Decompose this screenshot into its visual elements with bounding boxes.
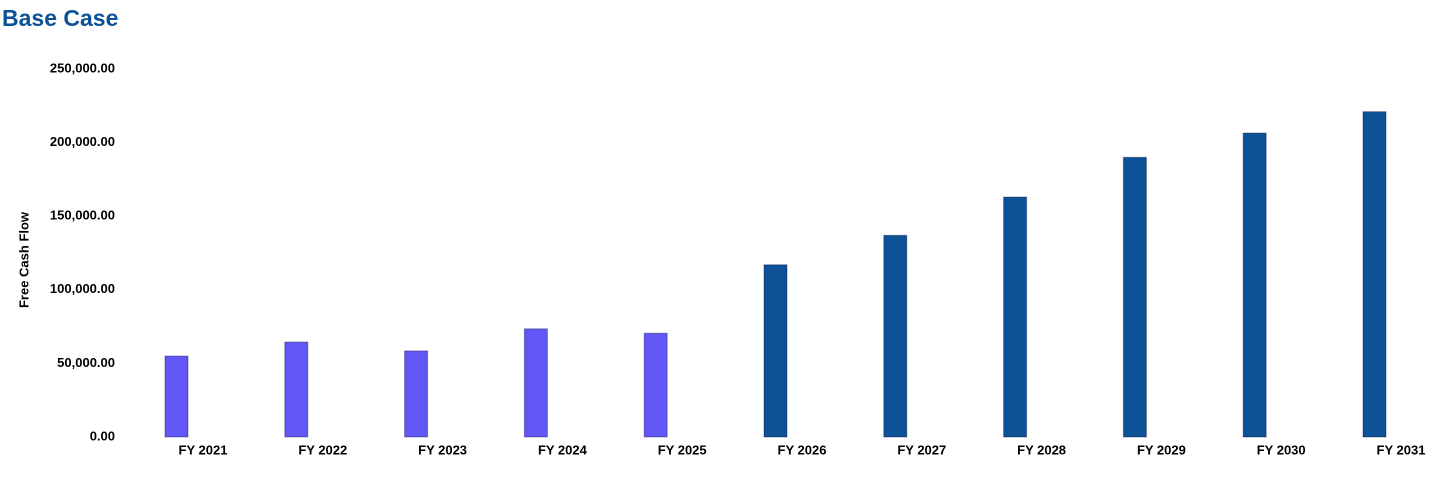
y-tick-label: 0.00 xyxy=(90,428,115,443)
bar xyxy=(523,328,548,438)
x-tick-label: FY 2022 xyxy=(298,442,347,457)
bar xyxy=(643,332,668,438)
y-tick-label: 50,000.00 xyxy=(57,355,115,370)
bar xyxy=(1242,132,1267,438)
y-axis-title: Free Cash Flow xyxy=(16,211,31,308)
bar xyxy=(883,234,908,438)
x-tick-label: FY 2027 xyxy=(897,442,946,457)
bar xyxy=(164,355,189,438)
x-tick-label: FY 2030 xyxy=(1257,442,1306,457)
bar xyxy=(1122,156,1147,438)
chart-title: Base Case xyxy=(2,5,118,31)
y-tick-label: 200,000.00 xyxy=(50,134,115,149)
x-tick-label: FY 2024 xyxy=(538,442,588,457)
x-tick-label: FY 2021 xyxy=(179,442,228,457)
x-tick-label: FY 2029 xyxy=(1137,442,1186,457)
x-tick-label: FY 2025 xyxy=(658,442,707,457)
y-tick-label: 250,000.00 xyxy=(50,60,115,75)
bar xyxy=(284,341,309,438)
x-tick-label: FY 2031 xyxy=(1377,442,1426,457)
y-tick-label: 100,000.00 xyxy=(50,281,115,296)
bar xyxy=(1003,196,1028,438)
x-tick-label: FY 2028 xyxy=(1017,442,1066,457)
bar xyxy=(404,350,429,438)
x-tick-label: FY 2026 xyxy=(778,442,827,457)
x-tick-label: FY 2023 xyxy=(418,442,467,457)
bar xyxy=(763,264,788,438)
y-tick-label: 150,000.00 xyxy=(50,208,115,223)
bar xyxy=(1362,111,1387,438)
